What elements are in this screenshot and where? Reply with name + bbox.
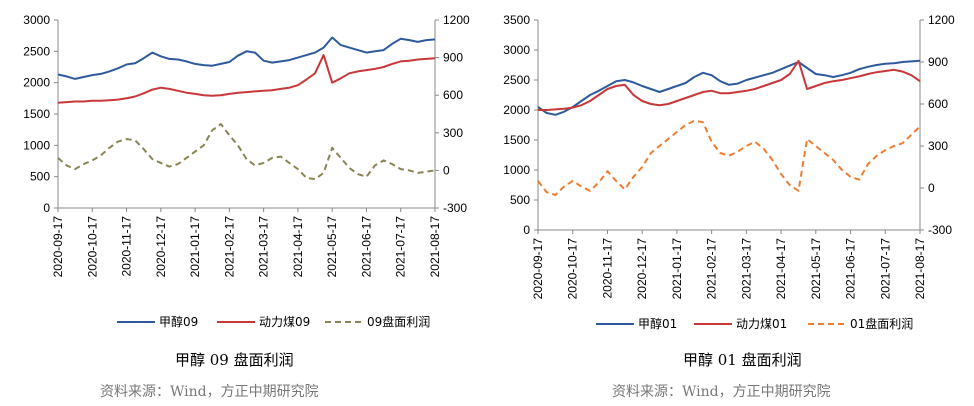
x-tick-label: 2020-12-17: [635, 238, 649, 300]
x-tick-label: 2020-11-17: [120, 216, 134, 277]
y-tick-label-left: 500: [30, 170, 50, 184]
y-tick-label-left: 500: [510, 193, 530, 207]
y-tick-label-left: 0: [43, 201, 50, 215]
series-line-2: [57, 123, 436, 181]
chart-source: 资料来源：Wind，方正中期研究院: [612, 384, 831, 400]
y-tick-label-right: 0: [443, 163, 450, 177]
legend-label: 01盘面利润: [850, 316, 913, 331]
y-tick-label-right: 1200: [928, 13, 955, 27]
y-tick-label-right: 300: [443, 126, 463, 140]
legend-label: 09盘面利润: [367, 314, 430, 329]
y-tick-label-right: 900: [443, 51, 463, 65]
x-tick-label: 2020-10-17: [85, 216, 99, 278]
x-tick-label: 2020-11-17: [600, 238, 614, 299]
y-tick-label-left: 3000: [23, 13, 50, 27]
x-tick-label: 2021-05-17: [325, 216, 339, 278]
x-tick-label: 2020-09-17: [51, 216, 65, 278]
chart-methanol-01-profit: 0 500 1000 1500 2000 2500 3000 3500 -300 0 300 600 9…: [503, 13, 955, 331]
legend-label: 甲醇01: [638, 316, 677, 331]
y-tick-label-right: 300: [928, 139, 948, 153]
y-tick-label-right: 900: [928, 55, 948, 69]
chart-caption: 甲醇 01 盘面利润: [683, 351, 802, 369]
y-tick-label-left: 3500: [503, 13, 530, 27]
legend-label: 甲醇09: [159, 314, 198, 329]
x-tick-label: 2021-06-17: [844, 238, 858, 300]
y-tick-label-right: 0: [928, 181, 935, 195]
y-tick-label-left: 2500: [503, 73, 530, 87]
chart-caption: 甲醇 09 盘面利润: [175, 351, 294, 369]
x-tick-label: 2021-02-17: [705, 238, 719, 300]
x-tick-label: 2021-05-17: [809, 238, 823, 300]
y-tick-label-left: 2000: [503, 103, 530, 117]
series-line-2: [537, 119, 921, 196]
x-tick-label: 2021-03-17: [739, 238, 753, 300]
x-tick-label: 2021-08-17: [428, 216, 442, 278]
x-tick-label: 2021-08-17: [913, 238, 927, 300]
x-tick-label: 2020-09-17: [531, 238, 545, 300]
x-tick-label: 2021-06-17: [359, 216, 373, 278]
x-tick-label: 2020-12-17: [154, 216, 168, 278]
y-tick-label-left: 1500: [503, 133, 530, 147]
x-tick-label: 2021-02-17: [222, 216, 236, 278]
series-line-0: [57, 36, 436, 80]
x-tick-label: 2021-04-17: [774, 238, 788, 300]
legend-label: 动力煤09: [259, 315, 310, 329]
series-line-0: [537, 59, 921, 116]
y-tick-label-right: 600: [928, 97, 948, 111]
x-tick-label: 2021-07-17: [878, 238, 892, 300]
y-tick-label-left: 1500: [23, 107, 50, 121]
y-tick-label-right: 600: [443, 88, 463, 102]
y-tick-label-left: 0: [523, 223, 530, 237]
y-tick-label-left: 1000: [23, 138, 50, 152]
y-tick-label-right: 1200: [443, 13, 470, 27]
x-tick-label: 2020-10-17: [566, 238, 580, 300]
y-tick-label-left: 3000: [503, 43, 530, 57]
x-tick-label: 2021-01-17: [670, 238, 684, 300]
y-tick-label-left: 2000: [23, 76, 50, 90]
y-tick-label-left: 1000: [503, 163, 530, 177]
x-tick-label: 2021-07-17: [394, 216, 408, 278]
x-tick-label: 2021-01-17: [188, 216, 202, 278]
y-tick-label-right: -300: [928, 223, 952, 237]
series-line-1: [538, 59, 921, 111]
y-tick-label-left: 2500: [23, 44, 50, 58]
legend-label: 动力煤01: [736, 317, 787, 331]
y-tick-label-right: -300: [443, 201, 467, 215]
x-tick-label: 2021-04-17: [291, 216, 305, 278]
chart-source: 资料来源：Wind，方正中期研究院: [100, 384, 319, 400]
series-line-1: [57, 54, 436, 104]
chart-methanol-09-profit: 0 500 1000 1500 2000 2500 3000 -300 0 300 600 900 12…: [23, 13, 470, 329]
x-tick-label: 2021-03-17: [257, 216, 271, 278]
